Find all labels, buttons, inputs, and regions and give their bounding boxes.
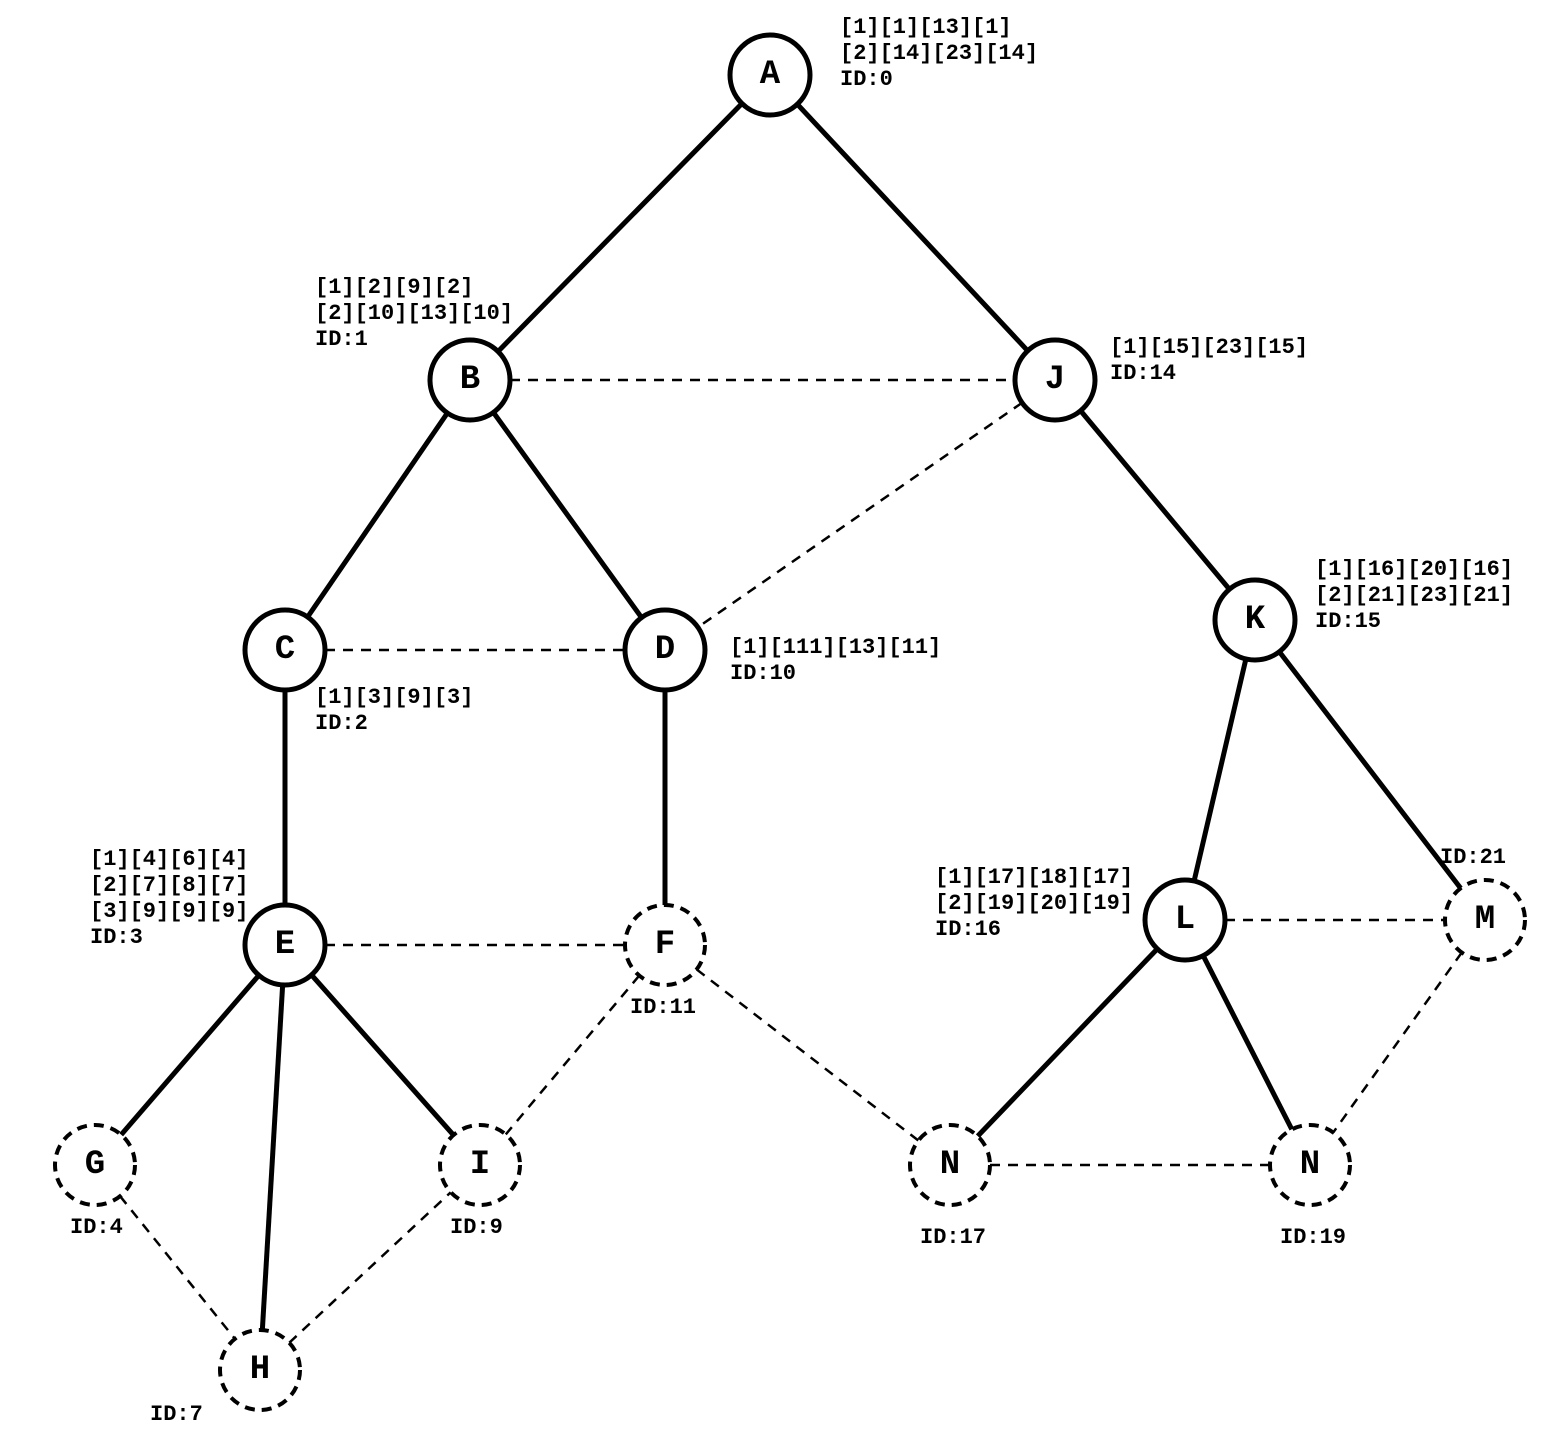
- annotation-J: [1][15][23][15]ID:14: [1110, 335, 1308, 386]
- edge-E-G: [121, 975, 259, 1134]
- node-label-D: D: [655, 631, 675, 669]
- node-D: D: [625, 610, 705, 690]
- annotation-F-line-0: ID:11: [630, 995, 696, 1020]
- node-label-I: I: [470, 1146, 490, 1184]
- annotation-F: ID:11: [630, 995, 696, 1020]
- node-L: L: [1145, 880, 1225, 960]
- annotation-A: [1][1][13][1][2][14][23][14]ID:0: [840, 15, 1038, 92]
- annotation-J-line-0: [1][15][23][15]: [1110, 335, 1308, 360]
- annotation-E-line-1: [2][7][8][7]: [90, 873, 248, 898]
- annotation-A-line-1: [2][14][23][14]: [840, 41, 1038, 66]
- edge-M-N2: [1333, 953, 1462, 1133]
- edge-K-L: [1194, 659, 1246, 881]
- nodes-layer: A B J C D K E F L M G I N N H: [55, 35, 1525, 1410]
- annotation-K: [1][16][20][16][2][21][23][21]ID:15: [1315, 557, 1513, 634]
- annotation-E-line-0: [1][4][6][4]: [90, 847, 248, 872]
- annotation-I-line-0: ID:9: [450, 1215, 503, 1240]
- annotation-N1-line-0: ID:17: [920, 1225, 986, 1250]
- node-label-E: E: [275, 926, 295, 964]
- edge-F-I: [506, 976, 640, 1135]
- annotation-I: ID:9: [450, 1215, 503, 1240]
- edge-E-I: [312, 975, 454, 1135]
- annotation-N1: ID:17: [920, 1225, 986, 1250]
- annotation-C: [1][3][9][3]ID:2: [315, 685, 473, 736]
- annotation-B-line-1: [2][10][13][10]: [315, 301, 513, 326]
- node-E: E: [245, 905, 325, 985]
- node-label-H: H: [250, 1351, 270, 1389]
- node-label-N1: N: [940, 1146, 960, 1184]
- annotation-C-line-0: [1][3][9][3]: [315, 685, 473, 710]
- annotation-K-line-1: [2][21][23][21]: [1315, 583, 1513, 608]
- annotation-D-line-1: ID:10: [730, 661, 796, 686]
- node-label-C: C: [275, 631, 295, 669]
- annotation-A-line-2: ID:0: [840, 67, 893, 92]
- edge-J-D: [698, 403, 1022, 627]
- annotation-K-line-0: [1][16][20][16]: [1315, 557, 1513, 582]
- edge-A-J: [797, 104, 1027, 351]
- annotation-M-line-0: ID:21: [1440, 845, 1506, 870]
- annotation-N2-line-0: ID:19: [1280, 1225, 1346, 1250]
- node-label-L: L: [1175, 901, 1195, 939]
- edge-G-H: [120, 1196, 235, 1339]
- node-H: H: [220, 1330, 300, 1410]
- node-label-K: K: [1245, 601, 1266, 639]
- annotation-L: [1][17][18][17][2][19][20][19]ID:16: [935, 865, 1133, 942]
- annotation-L-line-1: [2][19][20][19]: [935, 891, 1133, 916]
- annotation-E-line-3: ID:3: [90, 925, 143, 950]
- edge-B-C: [308, 413, 448, 617]
- tree-diagram: A B J C D K E F L M G I N N H [1][1][13][1][2][14][23][…: [0, 0, 1546, 1453]
- node-K: K: [1215, 580, 1295, 660]
- annotation-L-line-0: [1][17][18][17]: [935, 865, 1133, 890]
- annotation-G-line-0: ID:4: [70, 1215, 123, 1240]
- node-G: G: [55, 1125, 135, 1205]
- node-I: I: [440, 1125, 520, 1205]
- annotation-E: [1][4][6][4][2][7][8][7][3][9][9][9]ID:3: [90, 847, 248, 950]
- edge-J-K: [1081, 411, 1230, 590]
- annotation-N2: ID:19: [1280, 1225, 1346, 1250]
- node-M: M: [1445, 880, 1525, 960]
- node-J: J: [1015, 340, 1095, 420]
- node-label-A: A: [760, 56, 781, 94]
- annotation-C-line-1: ID:2: [315, 711, 368, 736]
- node-F: F: [625, 905, 705, 985]
- edge-F-N1: [697, 969, 919, 1140]
- edge-H-I: [289, 1192, 450, 1342]
- annotation-B-line-0: [1][2][9][2]: [315, 275, 473, 300]
- annotation-H: ID:7: [150, 1402, 203, 1427]
- node-B: B: [430, 340, 510, 420]
- node-N1: N: [910, 1125, 990, 1205]
- annotation-J-line-1: ID:14: [1110, 361, 1176, 386]
- edge-L-N2: [1203, 956, 1292, 1130]
- annotation-G: ID:4: [70, 1215, 123, 1240]
- node-C: C: [245, 610, 325, 690]
- edge-L-N1: [978, 949, 1158, 1136]
- node-A: A: [730, 35, 810, 115]
- annotation-H-line-0: ID:7: [150, 1402, 203, 1427]
- node-label-G: G: [85, 1146, 105, 1184]
- node-label-F: F: [655, 926, 675, 964]
- annotation-A-line-0: [1][1][13][1]: [840, 15, 1012, 40]
- node-label-B: B: [460, 361, 480, 399]
- edge-K-M: [1279, 652, 1460, 889]
- annotation-M: ID:21: [1440, 845, 1506, 870]
- annotation-E-line-2: [3][9][9][9]: [90, 899, 248, 924]
- annotation-B-line-2: ID:1: [315, 327, 368, 352]
- edge-B-D: [493, 412, 641, 617]
- annotation-L-line-2: ID:16: [935, 917, 1001, 942]
- edge-E-H: [262, 985, 282, 1330]
- annotation-D: [1][111][13][11]ID:10: [730, 635, 941, 686]
- node-label-M: M: [1475, 901, 1495, 939]
- node-N2: N: [1270, 1125, 1350, 1205]
- node-label-J: J: [1045, 361, 1065, 399]
- annotation-K-line-2: ID:15: [1315, 609, 1381, 634]
- edge-A-B: [498, 104, 742, 352]
- annotation-D-line-0: [1][111][13][11]: [730, 635, 941, 660]
- node-label-N2: N: [1300, 1146, 1320, 1184]
